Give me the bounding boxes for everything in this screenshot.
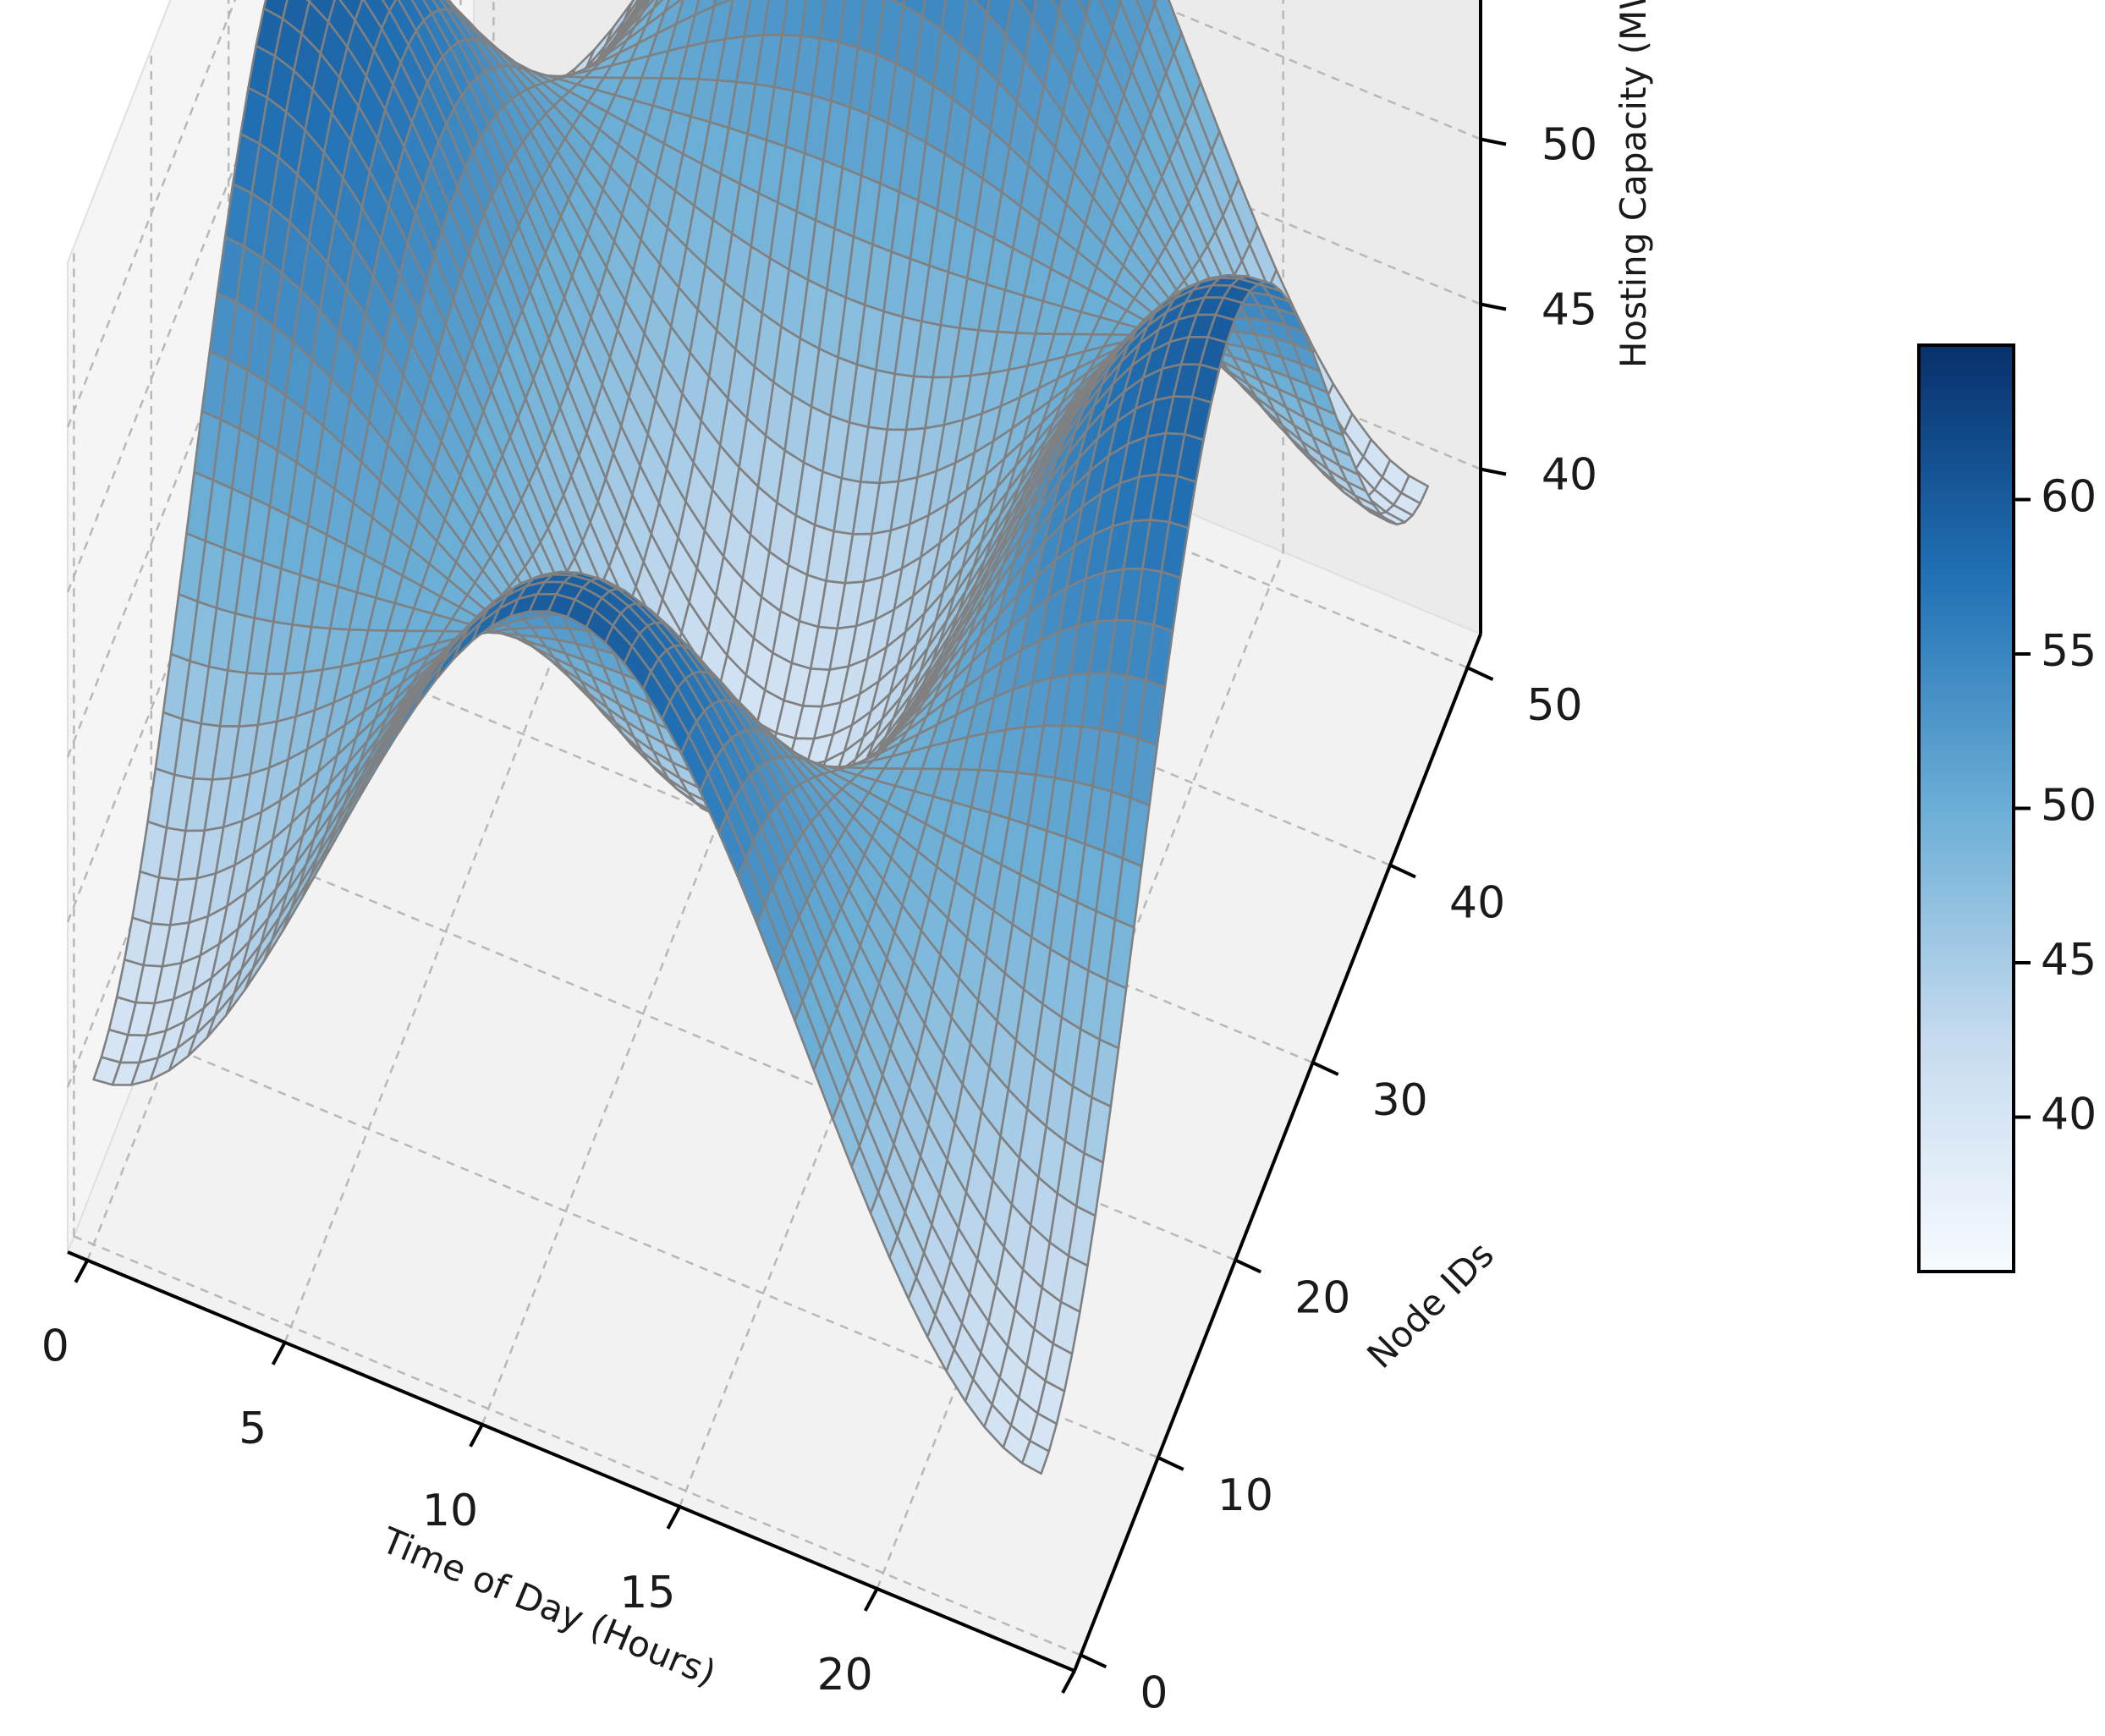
gridline: [481, 387, 890, 1426]
x-tick-label: 0: [41, 1321, 69, 1372]
x-tick-label: 15: [619, 1568, 675, 1618]
x-tick-label: 20: [817, 1650, 873, 1700]
x-tick-mark: [1061, 1670, 1076, 1694]
colorbar-tick-label: 45: [2041, 935, 2097, 986]
colorbar-ticks: 40 45 50 55 60: [2014, 472, 2097, 1140]
y-tick-label: 10: [1217, 1470, 1273, 1521]
z-tick-label: 40: [1542, 450, 1597, 501]
gridline: [283, 305, 692, 1343]
colorbar-tick-label: 55: [2041, 626, 2097, 677]
y-tick-mark: [1234, 1258, 1262, 1274]
x-tick-mark: [863, 1587, 879, 1612]
surface-mesh: [92, 0, 1430, 1475]
y-tick-mark: [1466, 666, 1494, 681]
y-axis-line: [1073, 633, 1482, 1672]
y-axis-title: Node IDs: [1359, 1233, 1502, 1376]
gridline: [86, 222, 495, 1261]
gridline: [679, 469, 1087, 1508]
y-tick-mark: [1080, 1653, 1107, 1669]
colorbar-tick-label: 60: [2041, 472, 2097, 523]
y-tick-label: 50: [1526, 680, 1582, 731]
gridline: [876, 551, 1284, 1590]
tick-labels: 0510152025010203040504045505560: [41, 0, 1597, 1736]
gridline: [66, 0, 237, 428]
gridline: [66, 0, 301, 593]
z-tick-label: 45: [1542, 285, 1597, 336]
z-tick-mark: [1480, 137, 1507, 146]
z-tick-label: 55: [1542, 0, 1597, 6]
gridline: [66, 0, 431, 923]
gridline: [66, 0, 365, 758]
x-tick-mark: [74, 1259, 90, 1283]
y-tick-label: 40: [1449, 878, 1505, 929]
z-tick-label: 50: [1542, 120, 1597, 171]
x-tick-mark: [271, 1341, 287, 1365]
z-axis-title: Hosting Capacity (MW): [1613, 0, 1654, 368]
colorbar-gradient: [1917, 343, 2015, 1273]
x-axis-line: [67, 1250, 1075, 1673]
y-tick-label: 30: [1372, 1075, 1428, 1126]
y-tick-label: 0: [1140, 1667, 1168, 1718]
colorbar-tick-label: 50: [2041, 781, 2097, 832]
colorbar-tick-label: 40: [2041, 1090, 2097, 1140]
x-tick-label: 25: [1014, 1732, 1070, 1736]
x-tick-mark: [469, 1423, 484, 1448]
colorbar: 40 45 50 55 60: [1917, 343, 2097, 1273]
y-tick-mark: [1389, 863, 1416, 879]
x-tick-mark: [666, 1505, 682, 1530]
z-tick-mark: [1480, 302, 1507, 311]
z-tick-mark: [1480, 467, 1507, 476]
x-tick-label: 5: [239, 1404, 267, 1454]
y-tick-mark: [1157, 1456, 1184, 1471]
surface-cell: [1020, 1439, 1051, 1475]
y-tick-label: 20: [1294, 1272, 1350, 1323]
x-tick-label: 10: [422, 1486, 478, 1536]
y-tick-mark: [1311, 1061, 1339, 1076]
